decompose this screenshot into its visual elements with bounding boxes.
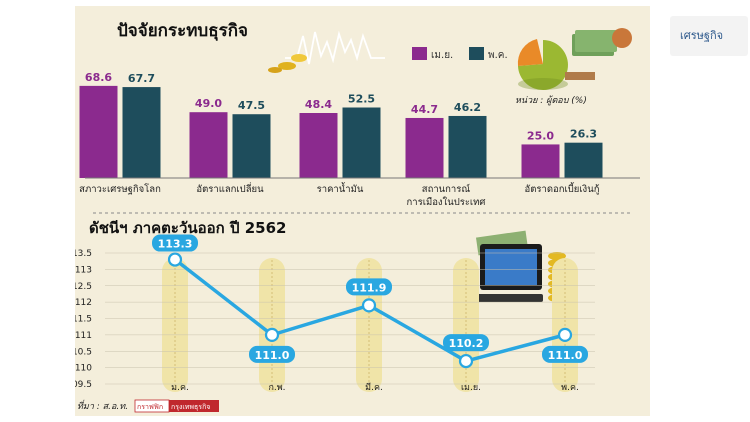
credit-label-1: กราฟฟิก (137, 403, 163, 411)
data-point (458, 353, 474, 369)
bar-4-0 (521, 144, 560, 178)
line-chart-title: ดัชนีฯ ภาคตะวันออก ปี 2562 (89, 219, 286, 237)
bars-group: 68.6 67.7 49.0 47.5 48.4 52.5 44.7 46.2 25.0 26.3 (79, 71, 603, 178)
bar-category-label: สภาวะเศรษฐกิจโลก (79, 183, 161, 195)
legend-swatch-may (469, 47, 484, 60)
y-tick-label: 112.5 (75, 282, 92, 292)
bar-3-1 (448, 115, 487, 178)
bar-category-label: สถานการณ์ (422, 183, 471, 195)
legend-label-may: พ.ค. (488, 50, 508, 61)
value-pill (152, 234, 198, 252)
bar-category-label: อัตราแลกเปลี่ยน (196, 182, 264, 195)
x-tick-label: ม.ค. (171, 383, 189, 393)
bar-value-label: 49.0 (195, 97, 222, 110)
bar-value-label: 25.0 (527, 129, 554, 142)
bar-category-label: ราคาน้ำมัน (317, 182, 364, 195)
y-tick-label: 110 (75, 364, 92, 374)
source-label: ที่มา : ส.อ.ท. (77, 399, 128, 412)
bar-1-1 (232, 114, 271, 178)
y-tick-label: 113.5 (75, 249, 92, 259)
x-tick-label: ก.พ. (268, 383, 285, 393)
bar-0-1 (122, 87, 161, 178)
bar-value-label: 44.7 (411, 103, 438, 116)
data-point (361, 298, 377, 313)
legend-swatch-apr (412, 47, 427, 60)
sidebar-category-label: เศรษฐกิจ (680, 29, 724, 42)
bar-3-0 (405, 117, 444, 178)
data-point (264, 327, 280, 342)
data-point (557, 327, 573, 342)
chart-canvas: ปัจจัยกระทบธุรกิจ เม.ย. พ.ค. หน่วย : ผู้… (66, 21, 640, 413)
sidebar-category-tag[interactable]: เศรษฐกิจ (670, 16, 748, 56)
x-tick-label: มี.ค. (365, 382, 383, 393)
coins-icon (268, 54, 307, 73)
line-value-label: 111.0 (255, 349, 290, 362)
value-pill (346, 278, 392, 296)
bar-value-label: 47.5 (238, 99, 265, 112)
line-value-label: 111.9 (352, 281, 387, 294)
bar-value-label: 26.3 (570, 128, 597, 141)
infographic-panel: ปัจจัยกระทบธุรกิจ เม.ย. พ.ค. หน่วย : ผู้… (66, 6, 650, 416)
line-value-label: 110.2 (449, 337, 484, 350)
bar-0-0 (79, 85, 118, 178)
credit-box-2 (169, 400, 219, 412)
bar-value-label: 48.4 (305, 98, 332, 111)
bar-value-label: 67.7 (128, 72, 155, 85)
pie-chart-icon (517, 39, 568, 90)
value-pill (443, 334, 489, 352)
y-tick-label: 110.5 (75, 347, 92, 357)
value-pill (249, 345, 295, 363)
pulse-line-decoration (285, 30, 385, 65)
bar-value-label: 68.6 (85, 71, 112, 84)
bar-value-label: 52.5 (348, 93, 375, 106)
line-value-label: 113.3 (158, 238, 193, 251)
line-y-ticks: ม.ค. ก.พ. มี.ค. เม.ย. พ.ค. 113.5 113 112.5 112 11… (66, 249, 579, 393)
credit-label-2: กรุงเทพธุรกิจ (171, 403, 210, 411)
value-pill (542, 345, 588, 363)
bar-category-label: อัตราดอกเบี้ยเงินกู้ (525, 182, 600, 195)
line-series: 113.3 111.0 111.9 110.2 111.0 (152, 234, 588, 369)
unit-label: หน่วย : ผู้ตอบ (%) (515, 95, 587, 106)
bar-category-labels: สภาวะเศรษฐกิจโลก อัตราแลกเปลี่ยน ราคาน้ำมั… (79, 182, 600, 208)
y-tick-label: 111.5 (75, 315, 92, 325)
money-stack-icon (565, 28, 632, 80)
bar-2-0 (299, 113, 338, 178)
y-tick-label: 109.5 (75, 380, 92, 390)
data-point (167, 252, 183, 267)
bar-category-label: การเมืองในประเทศ (407, 196, 486, 208)
y-tick-label: 113 (75, 265, 92, 275)
bar-4-1 (564, 142, 603, 178)
bar-chart-title: ปัจจัยกระทบธุรกิจ (117, 21, 248, 41)
line-value-label: 111.0 (548, 349, 583, 362)
bar-value-label: 46.2 (454, 101, 481, 114)
bar-2-1 (342, 107, 381, 178)
legend-label-apr: เม.ย. (431, 50, 453, 61)
y-tick-label: 111 (75, 331, 92, 341)
bar-1-0 (189, 112, 228, 178)
y-tick-label: 112 (75, 298, 92, 308)
x-tick-label: เม.ย. (461, 383, 481, 393)
x-tick-label: พ.ค. (561, 383, 579, 393)
